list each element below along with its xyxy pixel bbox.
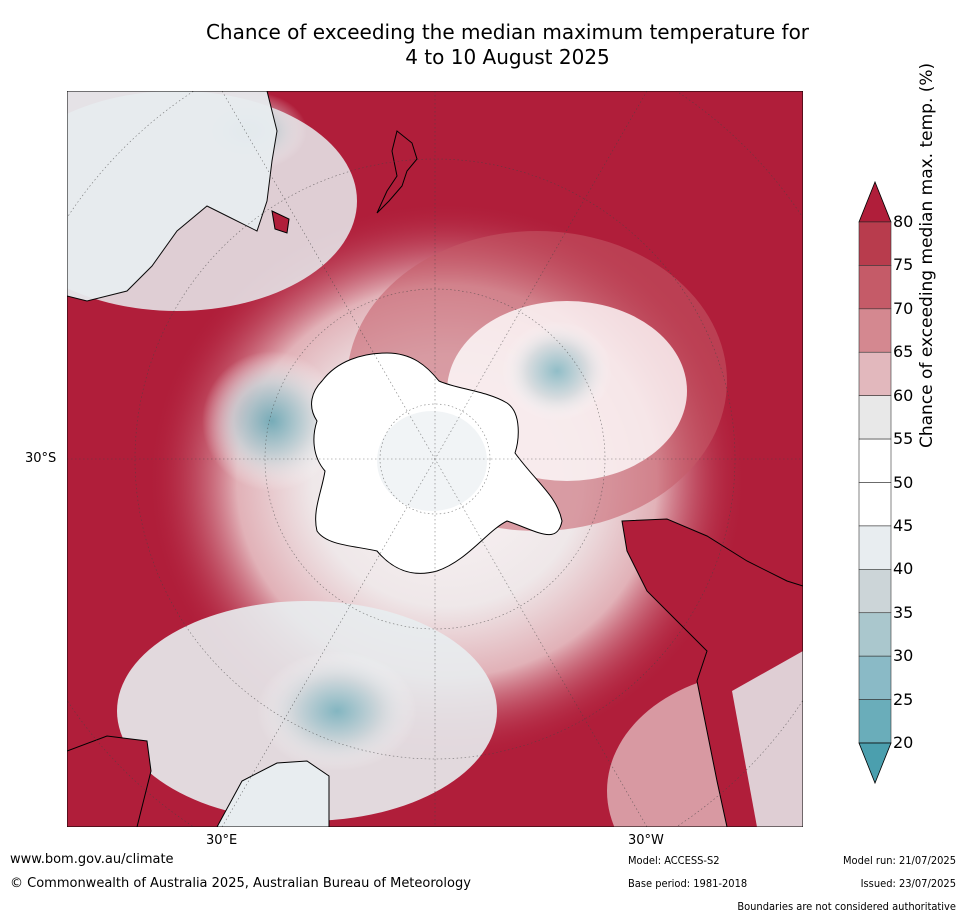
colorbar-tick-label: 25 [893, 689, 914, 709]
colorbar-tick-label: 20 [893, 733, 914, 752]
new-zealand-outline [376, 130, 418, 214]
colorbar-tick-label: 40 [893, 559, 914, 579]
footer-model-run: Model run: 21/07/2025 [843, 854, 956, 867]
colorbar-band [858, 655, 892, 700]
colorbar-band [858, 569, 892, 614]
colorbar-band [858, 308, 892, 353]
colorbar-label: Chance of exceeding median max. temp. (%… [917, 62, 937, 448]
lon-label-30w: 30°W [628, 833, 664, 848]
colorbar-band [858, 351, 892, 396]
australia-outline [67, 91, 278, 302]
colorbar-band [858, 525, 892, 570]
region-cool-patch-east [502, 321, 612, 421]
region-cool-patch-west [202, 351, 342, 491]
footer-copyright: © Commonwealth of Australia 2025, Austra… [10, 876, 471, 891]
title-line-2: 4 to 10 August 2025 [405, 45, 610, 69]
lat-label-30s: 30°S [25, 451, 57, 466]
colorbar-extend-low [858, 742, 892, 785]
colorbar-band [858, 482, 892, 527]
colorbar [858, 180, 892, 785]
colorbar-tick-label: 70 [893, 298, 914, 318]
colorbar-band [858, 395, 892, 440]
colorbar-tick-label: 30 [893, 646, 914, 666]
forecast-map [67, 91, 803, 827]
title-line-1: Chance of exceeding the median maximum t… [205, 20, 810, 44]
lon-label-30e: 30°E [206, 833, 238, 848]
region-cool-patch-south [257, 651, 417, 771]
colorbar-band [858, 612, 892, 657]
colorbar-band [858, 438, 892, 483]
colorbar-band [858, 221, 892, 266]
graticule [67, 91, 803, 827]
colorbar-band [858, 699, 892, 744]
footer-issued: Issued: 23/07/2025 [860, 877, 956, 890]
footer-disclaimer: Boundaries are not considered authoritat… [737, 900, 956, 913]
africa-outline [216, 760, 330, 827]
colorbar-tick-label: 60 [893, 385, 914, 405]
colorbar-tick-label: 65 [893, 342, 914, 362]
footer-base-period: Base period: 1981-2018 [628, 877, 748, 890]
footer-website: www.bom.gov.au/climate [10, 852, 174, 867]
map-title: Chance of exceeding the median maximum t… [140, 20, 875, 70]
colorbar-tick-label: 50 [893, 472, 914, 492]
footer-model: Model: ACCESS-S2 [628, 854, 720, 867]
colorbar-extend-high [858, 180, 892, 223]
colorbar-tick-label: 75 [893, 255, 914, 275]
colorbar-band [858, 265, 892, 310]
colorbar-tick-label: 35 [893, 602, 914, 622]
colorbar-tick-label: 55 [893, 429, 914, 449]
colorbar-tick-label: 80 [893, 212, 914, 231]
colorbar-tick-label: 45 [893, 515, 914, 535]
